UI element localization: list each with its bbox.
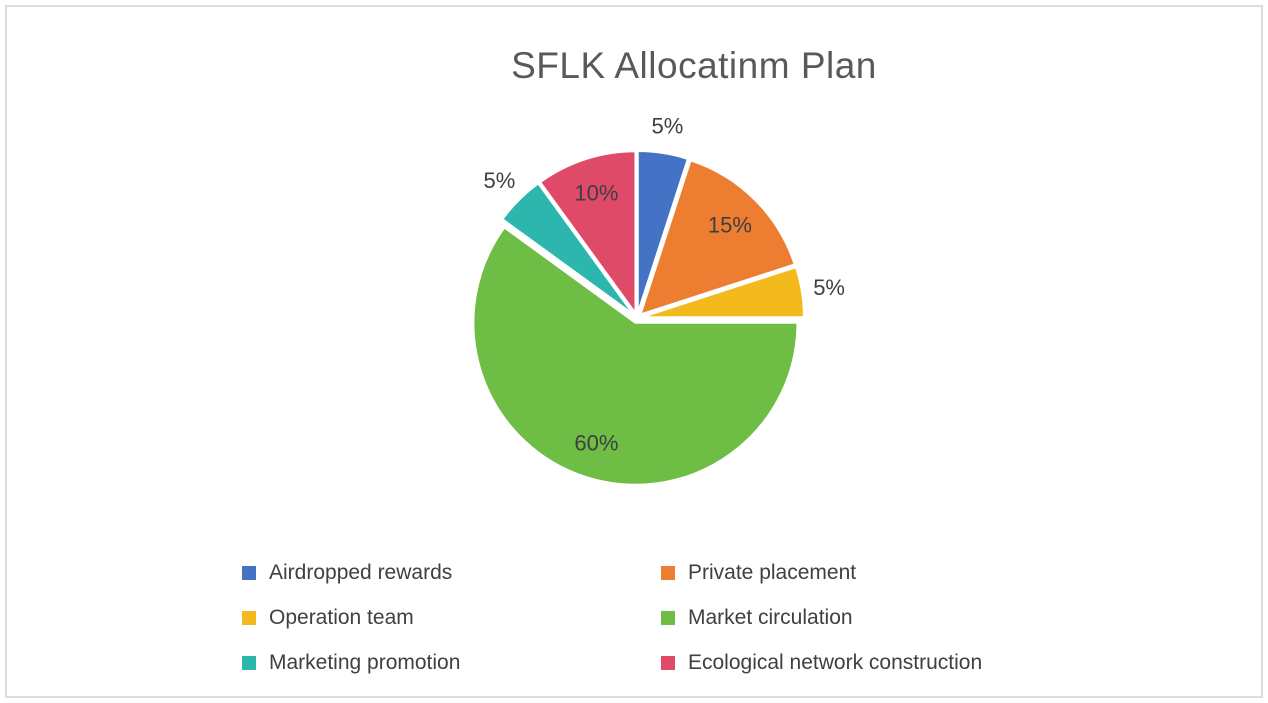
pie-slice-private-placement bbox=[639, 159, 796, 316]
pie-slice-ecological-network-construction bbox=[539, 150, 637, 315]
pie-slice-label: 5% bbox=[813, 275, 845, 300]
legend-item-operation-team: Operation team bbox=[242, 606, 661, 630]
legend-item-airdropped-rewards: Airdropped rewards bbox=[242, 561, 661, 585]
legend-swatch bbox=[661, 610, 675, 625]
chart-legend: Airdropped rewards Private placement Opera… bbox=[242, 550, 982, 685]
pie-slice-label: 10% bbox=[574, 181, 618, 206]
chart-frame: SFLK Allocatinm Plan 5% 15% 5% 60% 5% 10% Air… bbox=[5, 5, 1263, 698]
pie-chart: 5% 15% 5% 60% 5% 10% bbox=[472, 113, 845, 486]
pie-slice-label: 5% bbox=[652, 113, 684, 138]
legend-label: Private placement bbox=[688, 560, 857, 584]
pie-slice-marketing-promotion bbox=[501, 182, 635, 316]
pie-slice-airdropped-rewards bbox=[636, 150, 689, 315]
legend-label: Ecological network construction bbox=[688, 650, 983, 674]
legend-swatch bbox=[661, 655, 675, 670]
pie-slice-label: 15% bbox=[708, 213, 752, 238]
pie-slice-label: 5% bbox=[484, 168, 516, 193]
legend-swatch bbox=[242, 610, 256, 625]
legend-item-marketing-promotion: Marketing promotion bbox=[242, 651, 661, 675]
legend-swatch bbox=[242, 565, 256, 580]
legend-item-market-circulation: Market circulation bbox=[661, 606, 982, 630]
legend-item-private-placement: Private placement bbox=[661, 561, 982, 585]
legend-label: Marketing promotion bbox=[269, 650, 461, 674]
legend-label: Airdropped rewards bbox=[269, 560, 453, 584]
pie-slice-market-circulation bbox=[472, 226, 799, 486]
legend-label: Market circulation bbox=[688, 605, 853, 629]
legend-label: Operation team bbox=[269, 605, 414, 629]
legend-item-ecological-network-construction: Ecological network construction bbox=[661, 651, 982, 675]
pie-slice-operation-team bbox=[640, 266, 805, 319]
pie-slice-label: 60% bbox=[574, 430, 618, 455]
legend-swatch bbox=[242, 655, 256, 670]
legend-swatch bbox=[661, 565, 675, 580]
chart-title: SFLK Allocatinm Plan bbox=[511, 45, 877, 86]
